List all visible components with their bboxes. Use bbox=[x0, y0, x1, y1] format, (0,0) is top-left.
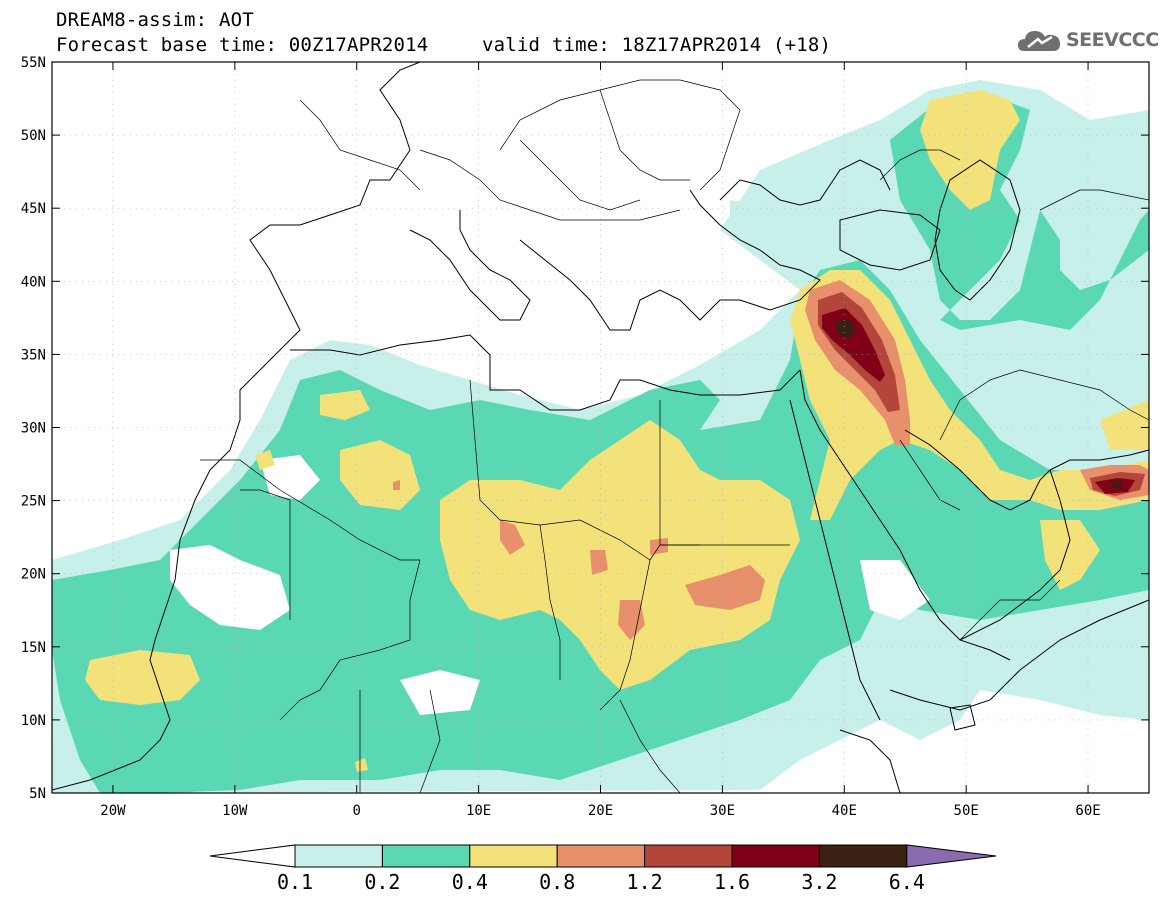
lat-tick-label: 55N bbox=[21, 55, 46, 71]
lat-tick-label: 20N bbox=[21, 567, 46, 583]
colorbar-segment bbox=[731, 844, 820, 868]
lon-tick-label: 50E bbox=[954, 803, 979, 819]
colorbar-segment bbox=[818, 844, 908, 868]
valid-time: valid time: 18Z17APR2014 (+18) bbox=[482, 34, 832, 56]
colorbar-segment bbox=[469, 844, 558, 868]
colorbar-label: 0.2 bbox=[364, 870, 400, 894]
aot-contour-3.2 bbox=[835, 318, 1122, 488]
country-borders bbox=[200, 79, 1149, 793]
lat-tick-label: 30N bbox=[21, 421, 46, 437]
lon-tick-label: 20W bbox=[100, 803, 126, 819]
lon-tick-label: 30E bbox=[710, 803, 735, 819]
lat-tick-label: 25N bbox=[21, 494, 46, 510]
lon-tick-label: 10E bbox=[466, 803, 491, 819]
colorbar-segment bbox=[644, 844, 733, 868]
lat-tick-label: 50N bbox=[21, 128, 46, 144]
colorbar-segment bbox=[294, 844, 383, 868]
colorbar-label: 3.2 bbox=[801, 870, 837, 894]
lat-tick-label: 15N bbox=[21, 640, 46, 656]
latitude-axis: 55N 50N 45N 40N 35N 30N 25N 20N 15N 10N 5N bbox=[21, 55, 1149, 802]
colorbar-label: 0.8 bbox=[539, 870, 575, 894]
map-title: DREAM8-assim: AOT bbox=[56, 9, 254, 31]
coastlines bbox=[52, 62, 1149, 793]
lon-tick-label: 0 bbox=[353, 803, 361, 819]
aot-clear-areas bbox=[170, 455, 930, 715]
lat-tick-label: 45N bbox=[21, 201, 46, 217]
logo-text: SEEVCCC bbox=[1066, 29, 1159, 51]
colorbar-underflow-triangle bbox=[209, 844, 296, 868]
colorbar-label: 0.4 bbox=[452, 870, 488, 894]
seevccc-logo: SEEVCCC bbox=[1016, 25, 1159, 55]
map-plot-area bbox=[52, 62, 1149, 793]
colorbar-label: 0.1 bbox=[277, 870, 313, 894]
longitude-axis: 20W 10W 0 10E 20E 30E 40E 50E 60E bbox=[100, 62, 1101, 819]
colorbar-overflow-triangle bbox=[906, 844, 997, 868]
lon-tick-label: 20E bbox=[588, 803, 613, 819]
lon-tick-label: 40E bbox=[832, 803, 857, 819]
lon-tick-label: 60E bbox=[1075, 803, 1100, 819]
forecast-base-time: Forecast base time: 00Z17APR2014 bbox=[56, 34, 429, 56]
colorbar-label: 1.6 bbox=[714, 870, 750, 894]
lat-tick-label: 35N bbox=[21, 347, 46, 363]
colorbar-segment bbox=[381, 844, 471, 868]
lat-tick-label: 5N bbox=[29, 786, 46, 802]
colorbar-label: 1.2 bbox=[627, 870, 663, 894]
lon-tick-label: 10W bbox=[222, 803, 248, 819]
lat-tick-label: 40N bbox=[21, 274, 46, 290]
aot-colorbar: 0.1 0.2 0.4 0.8 1.2 1.6 3.2 6.4 bbox=[209, 844, 997, 894]
lat-tick-label: 10N bbox=[21, 713, 46, 729]
colorbar-label: 6.4 bbox=[889, 870, 925, 894]
cloud-icon bbox=[1018, 31, 1060, 51]
colorbar-segment bbox=[556, 844, 646, 868]
